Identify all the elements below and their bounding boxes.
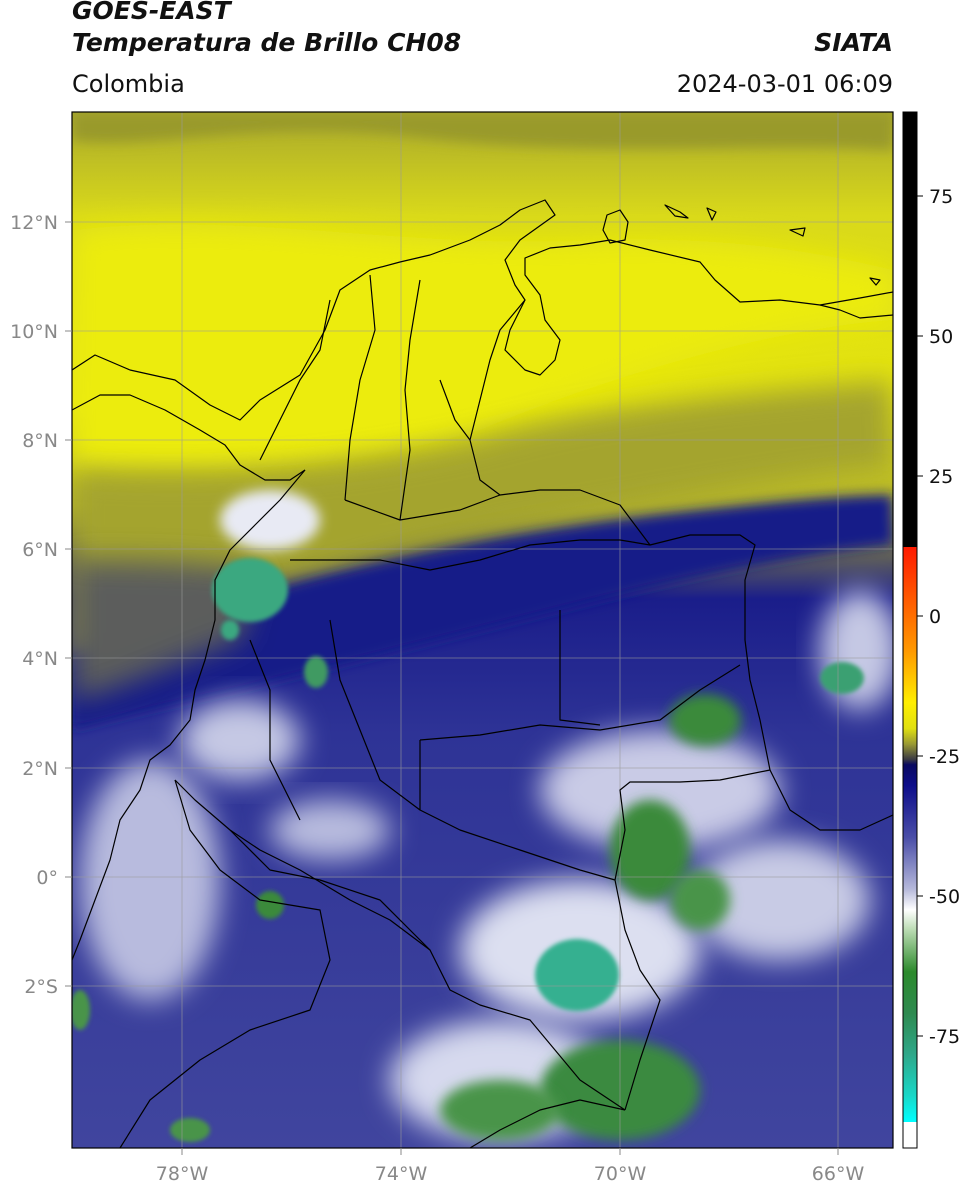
convective-cell (212, 558, 288, 622)
admin-boundaries (72, 199, 893, 1148)
colombia-venezuela-border (469, 299, 893, 831)
department-boundary (399, 279, 421, 521)
department-boundary (290, 539, 651, 571)
colorbar-ticks: 75 50 25 0 -25 -50 -75 (917, 186, 960, 1048)
convective-cell (535, 939, 619, 1011)
country-border (469, 1099, 626, 1148)
colorbar-tick-label: -50 (929, 886, 960, 908)
lat-tick-label: 8°N (22, 430, 58, 452)
panama-border (72, 394, 306, 481)
island-outline (869, 277, 881, 286)
white-cloud-patch (690, 840, 870, 960)
white-cloud-patch (540, 730, 780, 850)
convective-cell (72, 990, 90, 1030)
map-frame (71, 111, 894, 1149)
lat-tick-label: 4°N (22, 648, 58, 670)
department-boundary (419, 740, 616, 881)
department-boundary (439, 379, 471, 441)
department-boundary (249, 639, 301, 821)
department-boundary (419, 664, 741, 741)
product-title: Temperatura de Brillo CH08 (72, 28, 462, 57)
colorbar-tick-label: 25 (929, 466, 953, 488)
department-boundary (344, 494, 501, 521)
lon-tick-label: 70°W (594, 1163, 647, 1185)
colombia-peru-border (174, 779, 626, 1111)
white-cloud-patch (270, 800, 390, 860)
datetime-label: 2024-03-01 06:09 (676, 70, 893, 98)
convective-cell (669, 694, 741, 746)
colorbar: 75 50 25 0 -25 -50 -75 (902, 111, 960, 1149)
colorbar-tick-label: 50 (929, 326, 953, 348)
department-boundary (559, 610, 601, 726)
department-boundary (259, 299, 331, 461)
graticule (72, 112, 893, 1148)
lat-tick-label: 10°N (10, 321, 58, 343)
coastline-east (819, 304, 893, 319)
satellite-image (72, 112, 893, 1148)
lat-tick-label: 0° (36, 867, 58, 889)
colorbar-tick-label: 75 (929, 186, 953, 208)
lat-tick-label: 2°N (22, 758, 58, 780)
deep-blue-band (72, 495, 893, 730)
island-outline (789, 227, 806, 237)
department-boundary (344, 274, 376, 501)
convective-cell (820, 662, 864, 694)
yellow-region (72, 224, 893, 470)
olive-region-central (72, 380, 893, 660)
convective-cell (221, 620, 239, 640)
brand-label: SIATA (814, 28, 893, 57)
convective-cell (440, 1080, 560, 1140)
white-cloud-patch (80, 760, 220, 1000)
island-outline (664, 204, 689, 219)
department-boundary (329, 619, 421, 811)
lon-tick-label: 74°W (375, 1163, 428, 1185)
convective-cell (256, 891, 284, 919)
lat-tick-label: 12°N (10, 212, 58, 234)
white-cloud-patch (220, 490, 320, 550)
latitude-axis: 12°N 10°N 8°N 6°N 4°N 2°N 0° 2°S (10, 212, 72, 998)
satellite-title: GOES-EAST (72, 0, 231, 25)
lat-tick-label: 6°N (22, 539, 58, 561)
convective-cell (170, 1118, 210, 1142)
convective-cell (670, 870, 730, 930)
convective-cell (610, 800, 690, 900)
colorbar-tick-label: 0 (929, 606, 941, 628)
lon-tick-label: 66°W (812, 1163, 865, 1185)
region-label: Colombia (72, 70, 185, 98)
colorbar-tick-label: -75 (929, 1026, 960, 1048)
country-border (119, 779, 331, 1148)
longitude-axis: 78°W 74°W 70°W 66°W (156, 1148, 865, 1185)
convective-cell (304, 656, 328, 688)
island-outline (602, 209, 629, 244)
island-outline (706, 207, 717, 221)
colorbar-scale (902, 111, 918, 1149)
department-boundary (229, 829, 431, 951)
olive-region-north (72, 112, 893, 150)
colorbar-tick-label: -25 (929, 746, 960, 768)
colombia-brazil-border (614, 769, 771, 1111)
lat-tick-label: 2°S (24, 976, 58, 998)
lon-tick-label: 78°W (156, 1163, 209, 1185)
pacific-coast (72, 469, 306, 961)
